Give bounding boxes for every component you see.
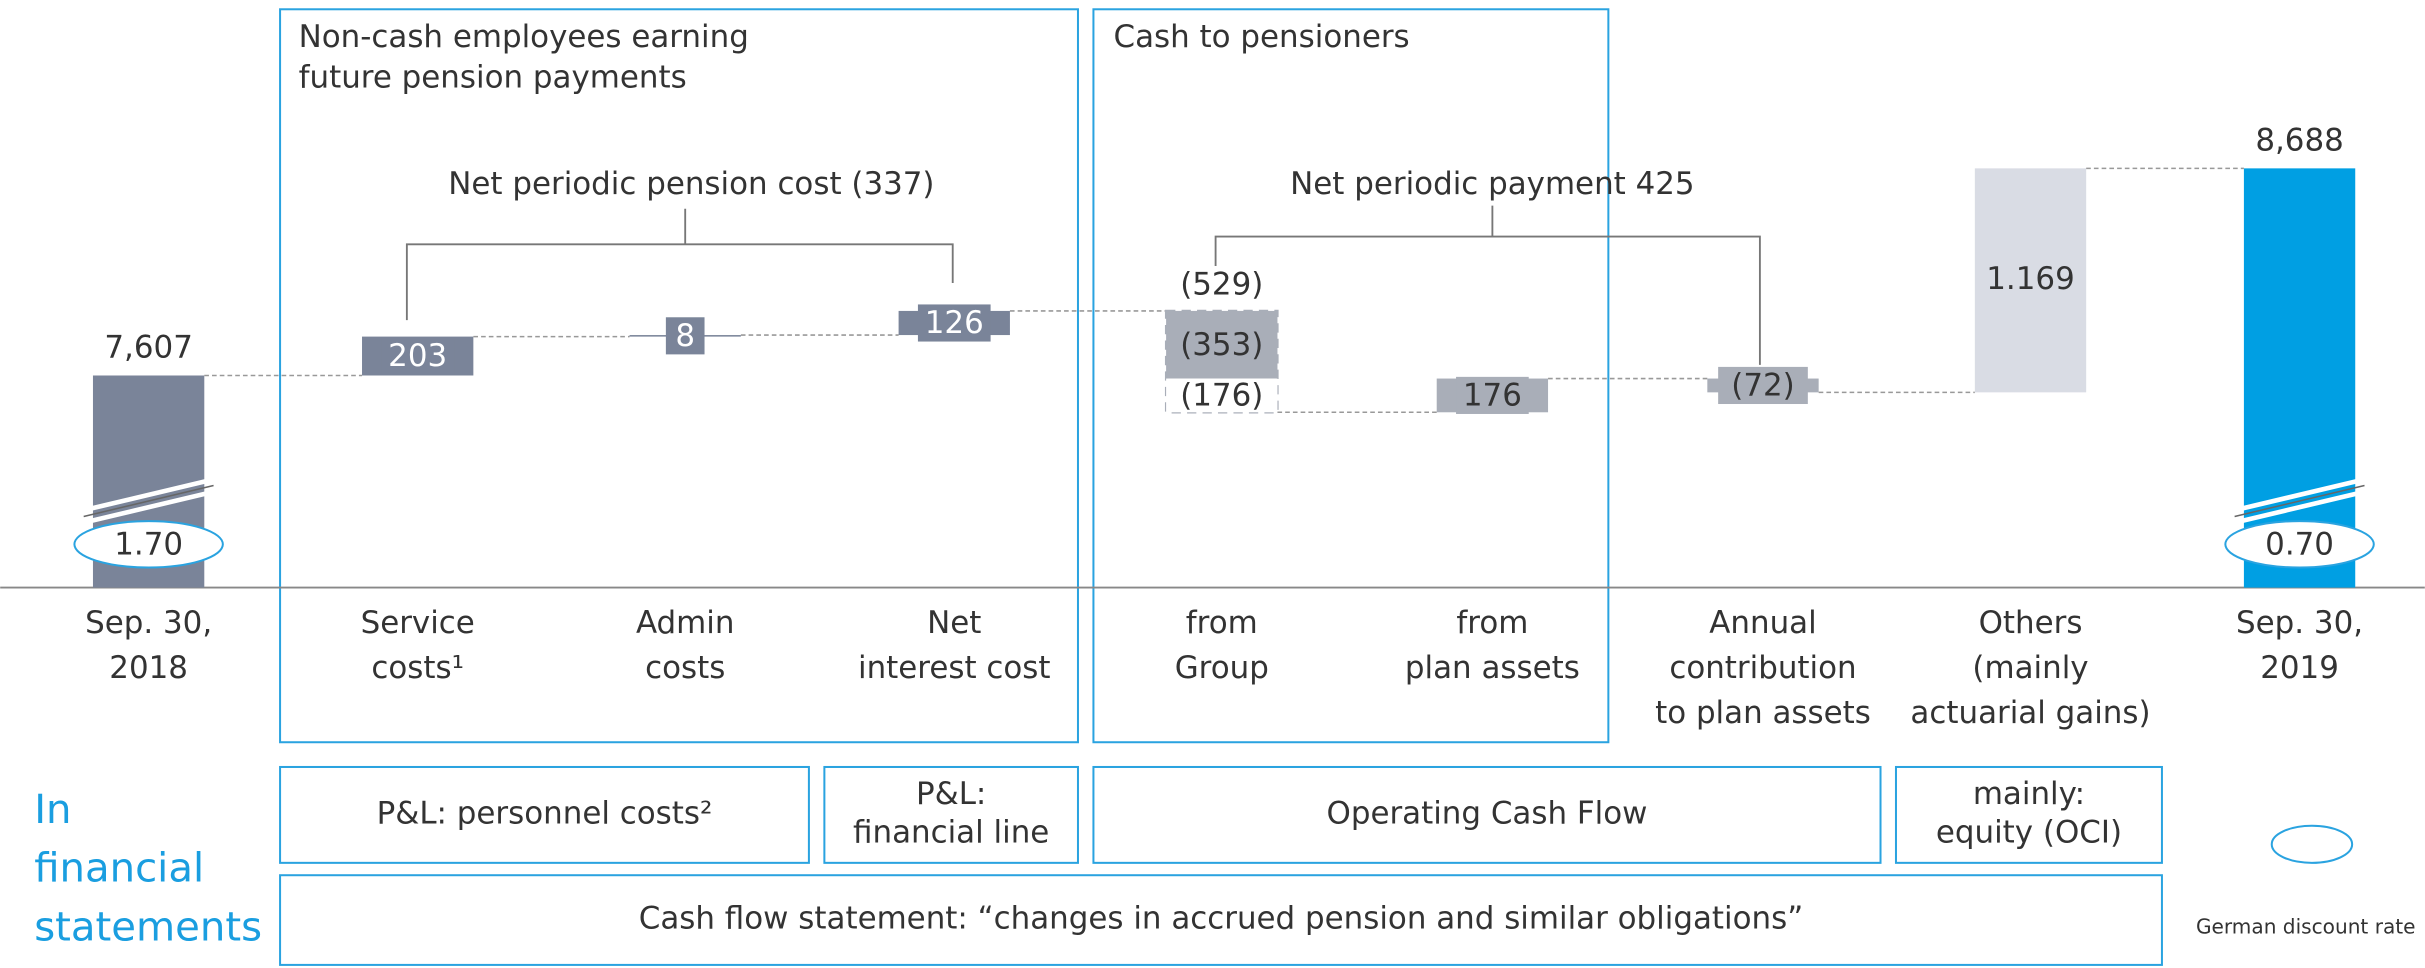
value-label: 8	[675, 318, 695, 354]
statement-label: P&L: personnel costs²	[377, 795, 713, 831]
statement-label: Cash flow statement: “changes in accrued…	[639, 901, 1803, 937]
label-box	[1456, 376, 1529, 414]
value-label: (72)	[1731, 368, 1794, 404]
statement-label: equity (OCI)	[1936, 815, 2122, 851]
statement-label: P&L:	[916, 776, 986, 812]
statements-label: In	[34, 787, 71, 833]
x-tick-label: 2019	[2260, 650, 2339, 686]
x-tick-label: costs¹	[371, 650, 464, 686]
label-box	[665, 317, 705, 355]
box-title: Non-cash employees earning	[299, 19, 749, 55]
value-label: 1.169	[1986, 261, 2074, 297]
part-bar	[1166, 378, 1278, 413]
x-tick-label: plan assets	[1405, 650, 1580, 686]
axis-break	[2234, 477, 2366, 513]
statement-label: financial line	[853, 815, 1049, 851]
x-tick-label: (mainly	[1972, 650, 2088, 686]
statements-label: statements	[34, 904, 262, 950]
x-tick-label: Others	[1979, 605, 2083, 641]
x-tick-label: Sep. 30,	[85, 605, 212, 641]
axis-break	[83, 489, 215, 525]
noncash-box	[279, 8, 1079, 744]
statement-label: Operating Cash Flow	[1327, 795, 1648, 831]
value-label: (529)	[1180, 267, 1263, 303]
x-tick-label: from	[1186, 605, 1258, 641]
legend-symbol	[2270, 824, 2354, 864]
discount-rate	[2224, 520, 2375, 569]
x-tick-label: to plan assets	[1655, 695, 1871, 731]
part-label: (353)	[1180, 327, 1263, 363]
x-tick-label: Sep. 30,	[2236, 605, 2363, 641]
value-label: 176	[1463, 377, 1522, 413]
value-label: 7,607	[104, 330, 192, 366]
box-title: Cash to pensioners	[1114, 19, 1410, 55]
statement-box	[1092, 765, 1882, 864]
discount-rate	[73, 520, 224, 569]
value-label: 126	[925, 305, 984, 341]
statement-box	[823, 765, 1079, 864]
bracket-label: Net periodic payment 425	[1290, 166, 1694, 202]
legend-label: German discount rate	[2196, 914, 2416, 938]
statement-label: mainly:	[1973, 776, 2085, 812]
bracket	[1214, 205, 1761, 365]
x-tick-label: actuarial gains)	[1910, 695, 2150, 731]
part-bar	[1166, 310, 1278, 379]
bracket	[405, 208, 954, 321]
discount-rate-label: 1.70	[114, 526, 183, 562]
x-tick-label: Net	[927, 605, 981, 641]
x-tick-label: Group	[1175, 650, 1269, 686]
box-title: future pension payments	[299, 59, 687, 95]
x-tick-label: interest cost	[858, 650, 1051, 686]
part-label: (176)	[1180, 377, 1263, 413]
label-box	[1718, 366, 1808, 405]
value-label: 8,688	[2255, 123, 2343, 159]
x-tick-label: costs	[645, 650, 725, 686]
discount-rate-label: 0.70	[2265, 526, 2334, 562]
statement-box	[279, 874, 2163, 966]
axis-break	[2234, 484, 2365, 518]
x-tick-label: Annual	[1709, 605, 1816, 641]
statement-box	[1894, 765, 2163, 864]
cash-box	[1092, 8, 1610, 744]
x-tick-label: from	[1456, 605, 1528, 641]
statement-box	[279, 765, 810, 864]
axis-break	[2234, 489, 2366, 525]
axis-break	[83, 484, 214, 518]
step-bar	[1974, 168, 2087, 393]
label-box	[917, 304, 991, 342]
label-box	[381, 337, 455, 375]
x-tick-label: contribution	[1669, 650, 1856, 686]
x-tick-label: 2018	[109, 650, 188, 686]
bracket-label: Net periodic pension cost (337)	[448, 166, 934, 202]
x-tick-label: Service	[361, 605, 475, 641]
axis-break	[83, 477, 215, 513]
x-tick-label: Admin	[636, 605, 734, 641]
statements-label: financial	[34, 846, 204, 892]
value-label: 203	[388, 338, 447, 374]
